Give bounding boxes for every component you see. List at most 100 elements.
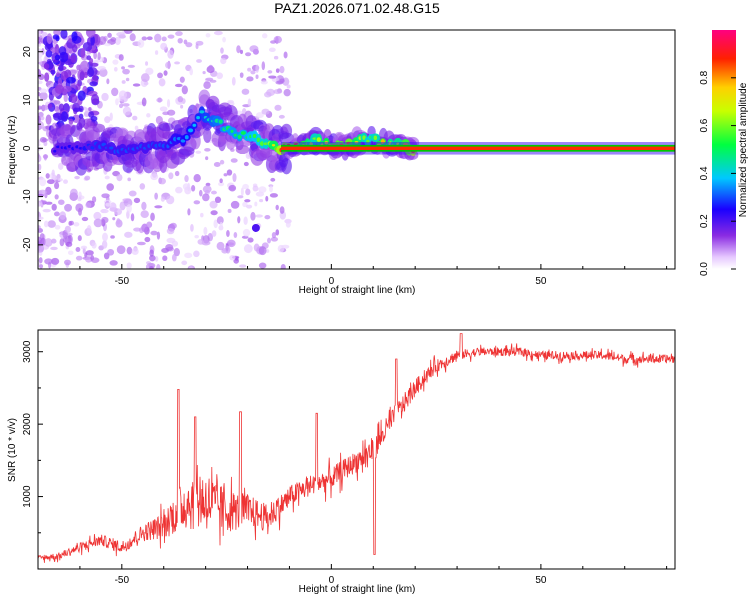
noise-blob <box>57 178 63 182</box>
noise-blob <box>111 87 119 97</box>
noise-cluster <box>79 60 90 72</box>
noise-cluster <box>89 81 98 87</box>
noise-cluster <box>55 35 60 42</box>
noise-blob <box>46 179 55 185</box>
snr-y-tick-label: 1000 <box>22 485 33 508</box>
noise-blob <box>270 177 276 182</box>
noise-blob <box>51 203 57 211</box>
noise-blob <box>126 246 133 255</box>
colorbar-gradient <box>712 30 736 269</box>
noise-blob <box>277 244 285 253</box>
ridge-core <box>230 129 234 133</box>
noise-blob <box>118 103 124 109</box>
ridge-halo <box>125 130 137 139</box>
noise-blob <box>258 262 267 269</box>
noise-blob <box>116 218 121 225</box>
noise-blob <box>160 196 165 202</box>
ridge-core <box>109 146 114 150</box>
noise-blob <box>160 42 168 51</box>
noise-blob <box>254 201 258 207</box>
noise-blob <box>67 250 74 256</box>
noise-blob <box>47 220 56 228</box>
noise-cluster <box>58 103 65 112</box>
ridge-core <box>192 123 197 127</box>
noise-blob <box>219 178 223 184</box>
noise-blob <box>270 236 279 242</box>
ridge-core <box>237 134 242 139</box>
noise-blob <box>167 49 174 59</box>
noise-blob <box>54 181 60 190</box>
ridge-core <box>252 134 257 139</box>
noise-blob <box>75 203 84 213</box>
noise-blob <box>39 116 45 121</box>
noise-blob <box>110 37 117 42</box>
noise-cluster <box>89 62 99 67</box>
noise-blob <box>195 43 199 50</box>
noise-blob <box>193 200 201 205</box>
noise-blob <box>174 170 180 177</box>
noise-cluster <box>55 72 61 78</box>
noise-blob <box>226 169 233 176</box>
noise-blob <box>80 245 88 250</box>
noise-blob <box>273 55 279 60</box>
noise-blob <box>171 253 177 262</box>
spectrogram-x-ticks: -50 0 50 <box>79 264 668 287</box>
noise-blob <box>63 93 68 103</box>
noise-blob <box>115 98 119 106</box>
noise-blob <box>116 245 126 255</box>
noise-blob <box>268 75 277 79</box>
noise-blob <box>167 34 175 39</box>
noise-blob <box>154 50 159 55</box>
noise-blob <box>261 61 266 71</box>
noise-blob <box>219 159 225 165</box>
noise-blob <box>38 115 41 124</box>
noise-blob <box>250 70 256 75</box>
noise-blob <box>154 33 162 43</box>
snr-y-ticks: 1000 2000 3000 <box>22 340 43 534</box>
ridge-halo <box>92 123 106 133</box>
noise-cluster <box>87 67 95 78</box>
snr-x-tick-label: 50 <box>535 575 547 586</box>
spectrogram-x-axis-label: Height of straight line (km) <box>299 285 416 296</box>
noise-blob <box>239 49 244 55</box>
noise-cluster <box>60 111 69 122</box>
noise-blob <box>77 235 82 242</box>
noise-cluster <box>68 38 73 43</box>
noise-blob <box>140 210 149 218</box>
noise-blob <box>150 230 158 236</box>
noise-blob <box>181 85 188 95</box>
noise-blob <box>64 225 71 234</box>
colorbar-tick-label: 0.8 <box>699 70 710 84</box>
noise-blob <box>150 212 155 222</box>
ridge-core <box>196 116 200 120</box>
noise-blob <box>104 116 111 124</box>
noise-blob <box>51 257 60 265</box>
noise-blob <box>193 174 201 183</box>
noise-blob <box>205 182 211 187</box>
noise-blob <box>149 254 156 262</box>
noise-blob <box>162 255 168 262</box>
noise-blob <box>93 218 103 228</box>
noise-blob <box>86 225 92 234</box>
noise-blob <box>185 42 193 48</box>
colorbar-tick-label: 0.4 <box>699 166 710 180</box>
snr-frame <box>37 329 676 570</box>
noise-cluster <box>80 47 86 59</box>
noise-blob <box>107 248 115 256</box>
snr-series-line <box>38 333 675 563</box>
noise-blob <box>189 67 194 76</box>
noise-blob <box>75 255 83 261</box>
noise-blob <box>237 216 241 224</box>
noise-blob <box>244 199 251 203</box>
noise-blob <box>38 257 43 264</box>
noise-blob <box>275 68 280 73</box>
noise-blob <box>105 202 112 207</box>
noise-blob <box>234 256 239 261</box>
snr-y-tick-label: 2000 <box>22 413 33 436</box>
noise-blob <box>216 241 225 251</box>
noise-blob <box>91 242 97 249</box>
noise-blob <box>64 259 71 266</box>
noise-blob <box>141 223 148 233</box>
noise-blob <box>179 76 185 83</box>
noise-blob <box>278 114 285 119</box>
